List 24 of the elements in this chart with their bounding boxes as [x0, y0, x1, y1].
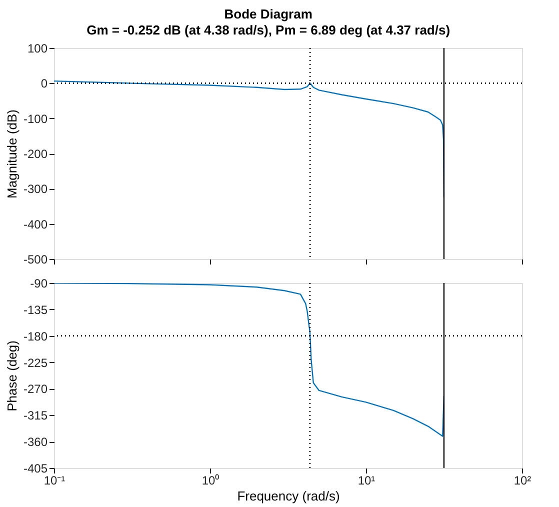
y-tick-label: -200 [23, 147, 48, 161]
y-tick-label: -300 [23, 182, 48, 196]
y-tick-label: 0 [40, 76, 48, 91]
x-tick-label: 10¹ [358, 474, 376, 488]
y-tick-label: -400 [23, 217, 48, 232]
chart-title: Bode Diagram [224, 6, 312, 22]
y-axis-title: Phase (deg) [4, 340, 20, 412]
y-tick-label: 100 [27, 42, 48, 56]
y-tick-label: -225 [23, 356, 48, 370]
y-tick-label: -180 [23, 329, 48, 344]
y-tick-label: -90 [30, 276, 48, 290]
y-tick-label: -360 [23, 435, 48, 450]
y-tick-label: -100 [23, 112, 48, 126]
x-axis-title: Frequency (rad/s) [237, 488, 340, 504]
x-tick-label: 10² [514, 474, 532, 488]
y-tick-label: -270 [23, 382, 48, 396]
chart-subtitle: Gm = -0.252 dB (at 4.38 rad/s), Pm = 6.89 deg (at 4.37 rad/s) [86, 22, 450, 38]
y-tick-label: -135 [23, 302, 48, 317]
y-tick-label: -500 [23, 252, 48, 266]
x-tick-label: 10⁻¹ [44, 474, 66, 488]
x-tick-label: 10⁰ [202, 474, 220, 488]
y-tick-label: -315 [23, 408, 48, 423]
y-axis-title: Magnitude (dB) [4, 110, 20, 198]
y-tick-label: -405 [23, 462, 48, 476]
